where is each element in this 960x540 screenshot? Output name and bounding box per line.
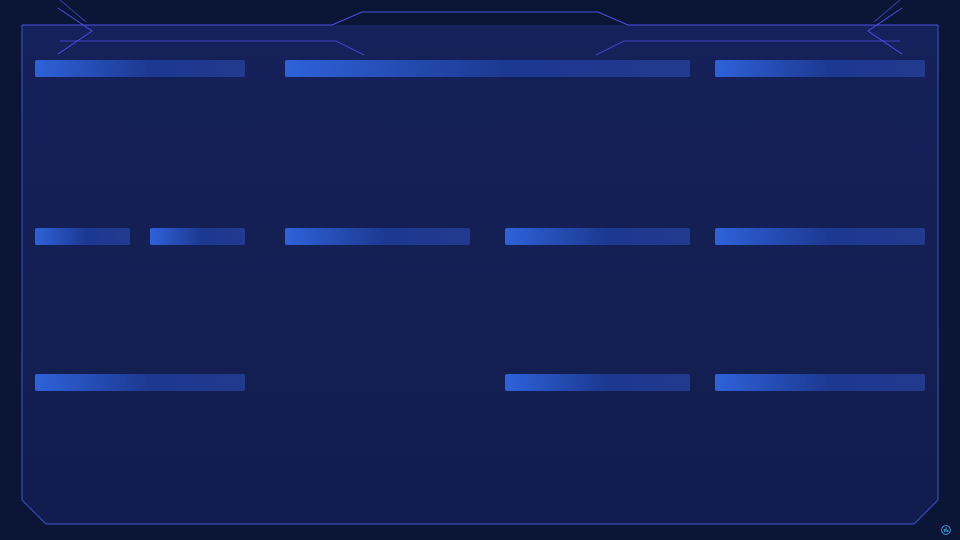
panel-header-tasks-total — [35, 60, 245, 77]
panel-memory — [715, 374, 925, 514]
completion-chart — [35, 395, 245, 514]
panel-completion — [35, 374, 245, 514]
panel-header-task-trend — [285, 60, 690, 77]
task-radar-chart — [35, 249, 130, 368]
panel-header-task-success — [150, 228, 245, 245]
tasks-total-chart — [35, 81, 245, 212]
memory-chart — [715, 395, 925, 514]
panel-cpu-usage — [715, 228, 925, 368]
panel-task-trend — [285, 60, 690, 212]
watermark — [941, 525, 954, 535]
cpu-usage-gauge — [715, 249, 925, 368]
panel-header-total-resources — [715, 60, 925, 77]
panel-header-memory — [715, 374, 925, 391]
panel-task-radar — [35, 228, 130, 368]
task-management-table — [285, 249, 470, 510]
panel-header-cpu-usage — [715, 228, 925, 245]
panel-task-success — [150, 228, 245, 368]
watermark-logo-icon — [941, 525, 951, 535]
panel-header-completion — [35, 374, 245, 391]
panel-avg-capacity — [505, 228, 690, 368]
panel-header-avg-capacity — [505, 228, 690, 245]
panel-total-resources — [715, 60, 925, 212]
task-success-gauge — [150, 249, 245, 368]
total-resources-chart — [715, 81, 925, 212]
panel-header-task-table — [285, 228, 470, 245]
storage-chart — [505, 395, 690, 514]
panel-header-task-radar — [35, 228, 130, 245]
panel-storage — [505, 374, 690, 514]
panel-header-storage — [505, 374, 690, 391]
panel-task-table — [285, 228, 470, 510]
avg-capacity-chart — [505, 249, 690, 368]
panel-tasks-total — [35, 60, 245, 212]
task-trend-chart — [285, 81, 690, 212]
